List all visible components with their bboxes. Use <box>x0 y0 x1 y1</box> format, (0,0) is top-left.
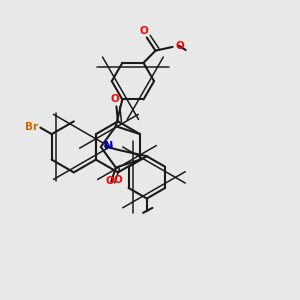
Text: N: N <box>104 141 113 151</box>
Text: O: O <box>110 94 119 104</box>
Text: O: O <box>175 41 184 51</box>
Text: O: O <box>114 175 122 185</box>
Text: Br: Br <box>25 122 38 132</box>
Text: O: O <box>139 26 148 36</box>
Text: O: O <box>106 176 115 186</box>
